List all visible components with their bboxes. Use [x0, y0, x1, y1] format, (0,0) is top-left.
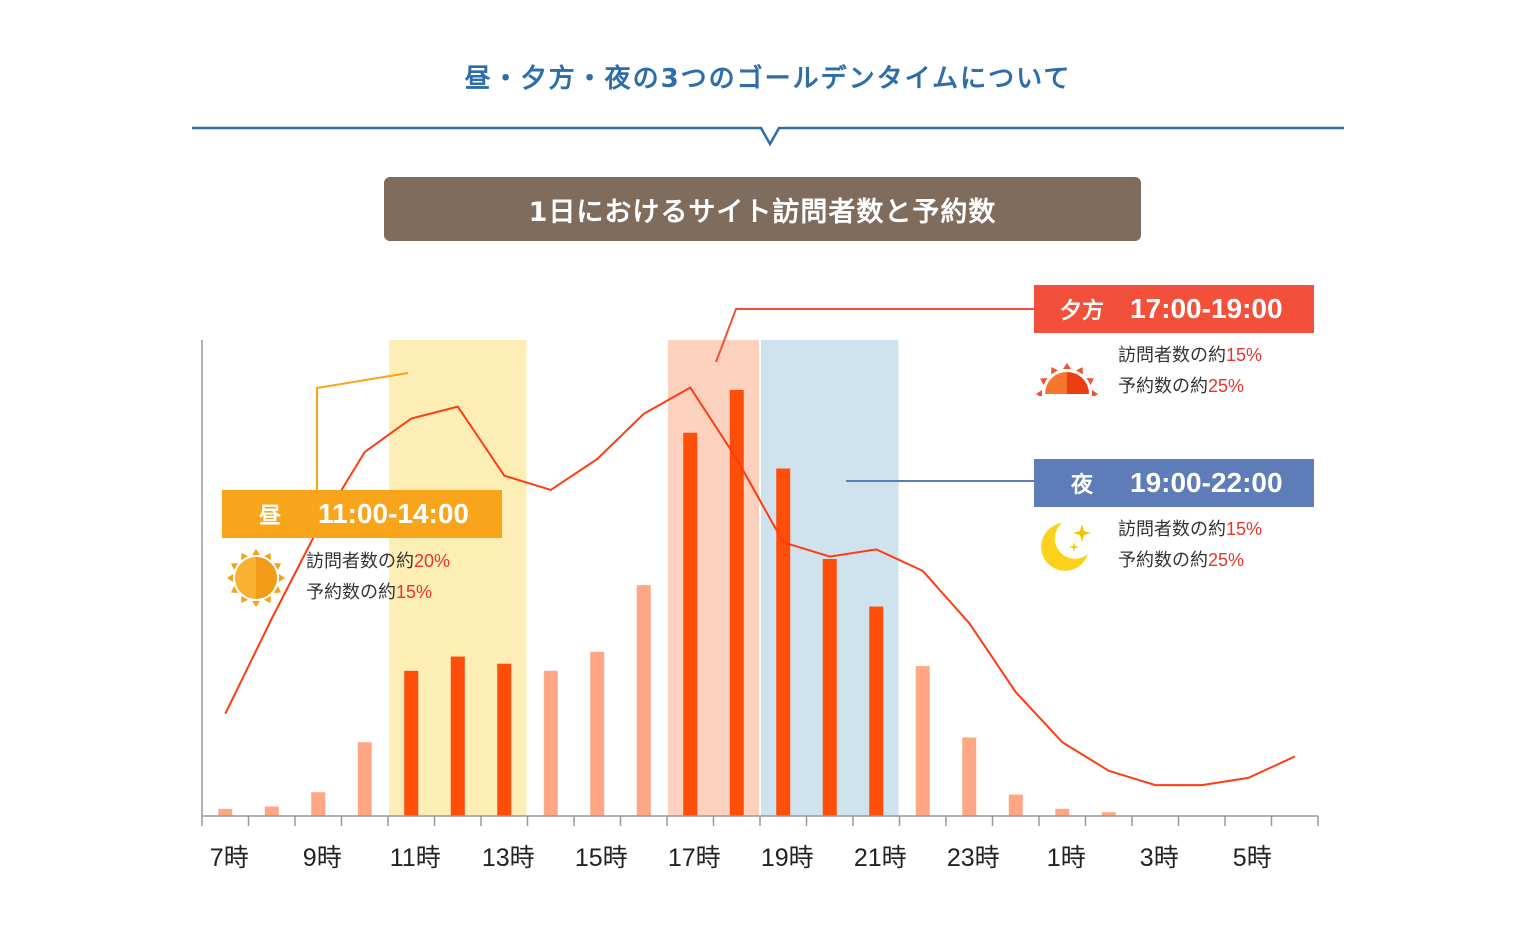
- night-visitors: 訪問者数の約15%: [1118, 519, 1263, 540]
- x-tick-labels: 7時 9時 11時 13時 15時 17時 19時 21時 23時 1時 3時 5時: [210, 844, 1272, 872]
- x-tick-label: 13時: [482, 844, 535, 872]
- bar-22: [915, 666, 930, 816]
- evening-bookings: 予約数の約25%: [1118, 376, 1245, 397]
- noon-bookings: 予約数の約15%: [306, 582, 433, 603]
- noon-connector: [316, 372, 409, 490]
- x-tick-label: 3時: [1140, 844, 1179, 872]
- bar-16: [636, 585, 651, 816]
- evening-name: 夕方: [1059, 299, 1104, 324]
- x-tick-label: 11時: [390, 844, 441, 872]
- bar-7: [218, 808, 233, 816]
- bar-20: [822, 558, 837, 816]
- x-tick-label: 21時: [854, 844, 907, 872]
- evening-callout-header: 夕方 17:00-19:00: [1034, 285, 1314, 333]
- bar-10: [357, 742, 372, 816]
- x-ticks: [201, 816, 1319, 826]
- night-stats: 訪問者数の約15% 予約数の約25%: [1118, 514, 1262, 576]
- bar-18: [729, 389, 744, 816]
- bar-2: [1101, 812, 1116, 816]
- night-time: 19:00-22:00: [1130, 467, 1283, 498]
- moon-icon: [1041, 523, 1091, 571]
- bar-9: [311, 792, 326, 816]
- page-heading: 昼・夕方・夜の3つのゴールデンタイムについて: [464, 64, 1072, 94]
- visitor-line: [224, 386, 1296, 787]
- bar-11: [404, 670, 419, 816]
- night-name: 夜: [1070, 473, 1093, 498]
- x-tick-label: 15時: [575, 844, 628, 872]
- x-tick-label: 7時: [210, 844, 249, 872]
- bar-15: [590, 651, 605, 816]
- bar-8: [264, 806, 279, 816]
- night-callout-header: 夜 19:00-22:00: [1034, 459, 1314, 507]
- x-tick-label: 9時: [303, 844, 342, 872]
- noon-visitors: 訪問者数の約20%: [306, 551, 451, 572]
- noon-callout-header: 昼 11:00-14:00: [222, 490, 502, 538]
- booking-bars: [218, 389, 1116, 816]
- evening-stats: 訪問者数の約15% 予約数の約25%: [1118, 340, 1262, 402]
- heading-divider: [192, 126, 1344, 147]
- evening-time: 17:00-19:00: [1130, 293, 1283, 324]
- x-tick-label: 5時: [1233, 844, 1272, 872]
- noon-time: 11:00-14:00: [318, 498, 470, 529]
- bar-1: [1055, 808, 1070, 816]
- bar-21: [869, 606, 884, 816]
- chart-title: 1日におけるサイト訪問者数と予約数: [384, 177, 1141, 241]
- noon-name: 昼: [258, 504, 281, 529]
- x-tick-label: 23時: [947, 844, 1000, 872]
- evening-visitors: 訪問者数の約15%: [1118, 345, 1263, 366]
- bar-0: [1008, 794, 1023, 816]
- noon-stats: 訪問者数の約20% 予約数の約15%: [306, 546, 450, 608]
- bar-23: [962, 737, 977, 816]
- evening-connector: [715, 308, 1034, 363]
- band-evening: [668, 340, 759, 816]
- bar-13: [497, 663, 512, 816]
- night-bookings: 予約数の約25%: [1118, 550, 1245, 571]
- x-tick-label: 17時: [668, 844, 721, 872]
- bar-19: [776, 468, 791, 816]
- bar-17: [683, 432, 698, 816]
- sun-icon: [227, 549, 285, 607]
- bar-12: [450, 656, 465, 816]
- callout-connectors: [316, 308, 1034, 490]
- bar-14: [543, 670, 558, 816]
- x-tick-label: 1時: [1047, 844, 1086, 872]
- x-tick-label: 19時: [761, 844, 814, 872]
- sunset-icon: [1036, 363, 1098, 396]
